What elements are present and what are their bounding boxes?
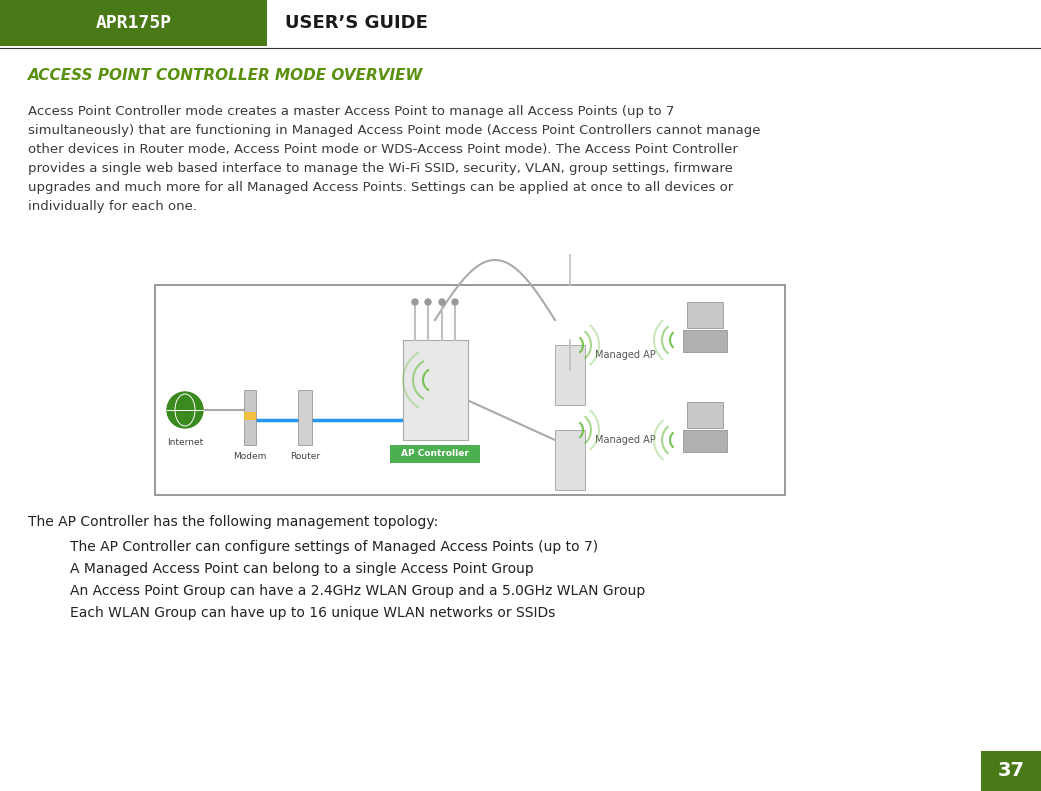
Text: Modem: Modem: [233, 452, 266, 461]
Text: other devices in Router mode, Access Point mode or WDS-Access Point mode). The A: other devices in Router mode, Access Poi…: [28, 143, 738, 156]
Bar: [555, 430, 585, 490]
Circle shape: [412, 299, 418, 305]
Text: The AP Controller has the following management topology:: The AP Controller has the following mana…: [28, 515, 438, 529]
Text: APR175P: APR175P: [96, 14, 172, 32]
Circle shape: [439, 299, 445, 305]
Bar: [298, 390, 312, 445]
Text: Managed AP: Managed AP: [595, 350, 656, 360]
Text: AP Controller: AP Controller: [401, 449, 468, 459]
Text: The AP Controller can configure settings of Managed Access Points (up to 7): The AP Controller can configure settings…: [70, 540, 599, 554]
Text: provides a single web based interface to manage the Wi-Fi SSID, security, VLAN, : provides a single web based interface to…: [28, 162, 733, 175]
Circle shape: [452, 299, 458, 305]
Circle shape: [425, 299, 431, 305]
Bar: [0, 0, 266, 46]
Text: USER’S GUIDE: USER’S GUIDE: [285, 14, 428, 32]
Bar: [155, 285, 785, 495]
Text: Internet: Internet: [167, 438, 203, 447]
Bar: [244, 390, 256, 445]
Bar: [403, 340, 468, 440]
Bar: [390, 445, 480, 463]
Text: A Managed Access Point can belong to a single Access Point Group: A Managed Access Point can belong to a s…: [70, 562, 534, 576]
Bar: [683, 430, 727, 452]
Bar: [683, 330, 727, 352]
Bar: [555, 345, 585, 405]
Text: An Access Point Group can have a 2.4GHz WLAN Group and a 5.0GHz WLAN Group: An Access Point Group can have a 2.4GHz …: [70, 584, 645, 598]
Text: Router: Router: [290, 452, 320, 461]
Bar: [687, 402, 723, 428]
Text: upgrades and much more for all Managed Access Points. Settings can be applied at: upgrades and much more for all Managed A…: [28, 181, 733, 194]
Circle shape: [167, 392, 203, 428]
Bar: [244, 412, 256, 420]
Text: simultaneously) that are functioning in Managed Access Point mode (Access Point : simultaneously) that are functioning in …: [28, 124, 761, 137]
Text: individually for each one.: individually for each one.: [28, 200, 197, 213]
Text: ACCESS POINT CONTROLLER MODE OVERVIEW: ACCESS POINT CONTROLLER MODE OVERVIEW: [28, 68, 424, 83]
Bar: [687, 302, 723, 328]
Text: Managed AP: Managed AP: [595, 435, 656, 445]
Bar: [981, 751, 1041, 791]
Text: Access Point Controller mode creates a master Access Point to manage all Access : Access Point Controller mode creates a m…: [28, 105, 675, 118]
Text: 37: 37: [997, 762, 1024, 781]
Text: Each WLAN Group can have up to 16 unique WLAN networks or SSIDs: Each WLAN Group can have up to 16 unique…: [70, 606, 556, 620]
